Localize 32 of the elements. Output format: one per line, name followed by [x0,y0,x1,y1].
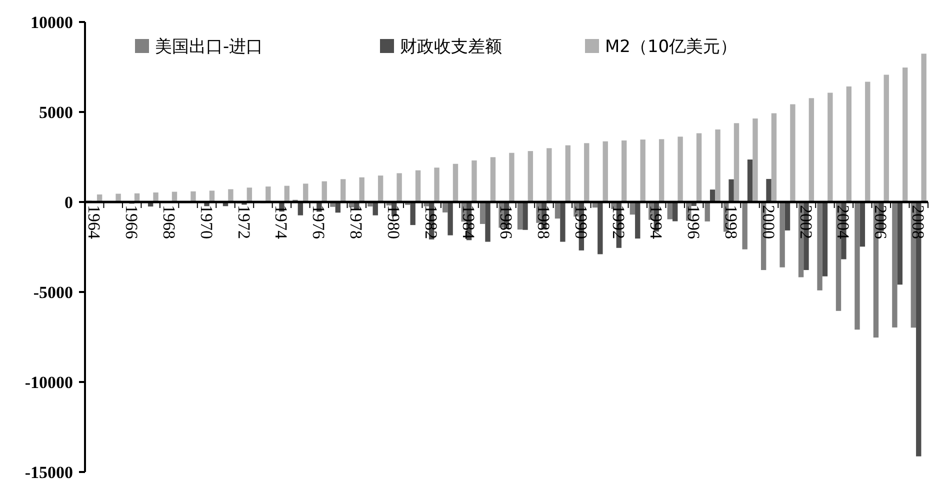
x-tick-label: 1998 [721,205,740,239]
x-tick-label: 1984 [459,205,478,240]
x-tick-label: 1994 [646,205,666,240]
y-tick-label: 0 [64,192,73,212]
x-tick-label: 1964 [84,205,104,240]
y-tick-label: -5000 [33,282,73,302]
x-tick-label: 1990 [571,205,590,239]
y-tick-label: 10000 [30,12,73,32]
x-tick-label: 1970 [196,205,216,239]
x-tick-label: 2008 [908,205,928,239]
x-tick-label: 1966 [122,205,141,239]
legend-label: 美国出口-进口 [155,36,264,57]
x-tick-label: 1980 [384,205,404,239]
legend-label: 财政收支差额 [400,36,502,57]
y-tick-label: -10000 [24,372,73,392]
y-tick-label: 5000 [39,102,73,122]
x-tick-label: 1974 [272,205,291,240]
x-tick-label: 1978 [346,205,366,239]
x-tick-label: 2002 [796,205,816,239]
x-tick-label: 1992 [608,205,628,239]
x-tick-label: 1972 [234,205,254,239]
y-tick-label: -15000 [24,462,73,482]
x-tick-label: 1968 [159,205,178,239]
x-tick-label: 2006 [871,205,890,239]
x-tick-label: 1988 [534,205,554,239]
x-tick-label: 2000 [758,205,778,239]
x-tick-label: 1976 [309,205,328,239]
legend-label: M2（10亿美元） [605,36,738,57]
x-tick-label: 1986 [496,205,516,239]
x-tick-label: 1982 [422,205,441,239]
x-tick-label: 1996 [684,205,703,239]
x-tick-label: 2004 [834,205,853,240]
